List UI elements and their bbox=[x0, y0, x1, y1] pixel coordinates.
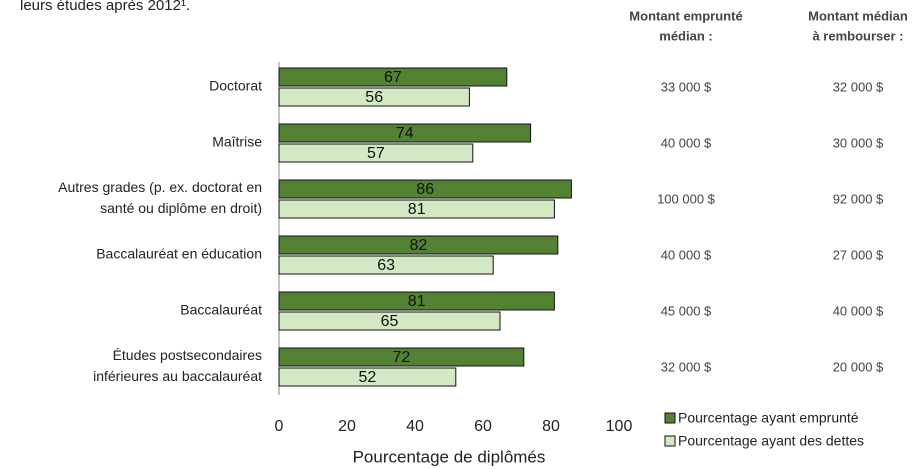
value-label: 63 bbox=[377, 257, 395, 274]
category-label: inférieures au baccalauréat bbox=[93, 368, 262, 384]
category-label: Maîtrise bbox=[212, 134, 262, 150]
category-label: Autres grades (p. ex. doctorat en bbox=[58, 179, 262, 195]
category-label: Études postsecondaires bbox=[113, 347, 262, 363]
x-axis-label: Pourcentage de diplômés bbox=[353, 447, 546, 466]
column-header: Montant emprunté bbox=[629, 8, 742, 23]
subtitle: leurs études après 2012¹. bbox=[20, 0, 190, 14]
legend-label: Pourcentage ayant des dettes bbox=[678, 433, 864, 449]
value-label: 82 bbox=[410, 237, 428, 254]
bar bbox=[278, 311, 501, 331]
value-label: 72 bbox=[393, 349, 411, 366]
table-cell: 32 000 $ bbox=[833, 79, 884, 94]
table-cell: 45 000 $ bbox=[661, 303, 712, 318]
bar bbox=[278, 255, 494, 275]
x-tick-label: 60 bbox=[474, 418, 492, 435]
bar bbox=[278, 67, 508, 87]
category-label: santé ou diplôme en droit) bbox=[100, 200, 262, 216]
value-label: 81 bbox=[408, 201, 426, 218]
table-cell: 27 000 $ bbox=[833, 247, 884, 262]
value-label: 86 bbox=[416, 181, 434, 198]
bar bbox=[278, 87, 470, 107]
bar bbox=[278, 347, 525, 367]
table-cell: 33 000 $ bbox=[661, 79, 712, 94]
bar bbox=[278, 143, 474, 163]
column-header: Montant médian bbox=[808, 8, 908, 23]
bar bbox=[278, 291, 555, 311]
value-label: 74 bbox=[396, 125, 414, 142]
x-tick-label: 100 bbox=[606, 418, 633, 435]
table-cell: 100 000 $ bbox=[657, 191, 716, 206]
value-label: 56 bbox=[365, 89, 383, 106]
column-header: à rembourser : bbox=[812, 28, 903, 43]
bar bbox=[278, 123, 532, 143]
table-cell: 40 000 $ bbox=[661, 247, 712, 262]
bar bbox=[278, 235, 559, 255]
value-label: 57 bbox=[367, 145, 385, 162]
bar bbox=[278, 367, 457, 387]
table-cell: 40 000 $ bbox=[833, 303, 884, 318]
x-tick-label: 40 bbox=[406, 418, 424, 435]
x-tick-label: 0 bbox=[275, 418, 284, 435]
bar bbox=[278, 179, 572, 199]
table-cell: 20 000 $ bbox=[833, 359, 884, 374]
x-tick-label: 80 bbox=[542, 418, 560, 435]
value-label: 81 bbox=[408, 293, 426, 310]
value-label: 67 bbox=[384, 69, 402, 86]
category-label: Baccalauréat bbox=[180, 302, 262, 318]
legend-swatch bbox=[664, 412, 676, 424]
table-cell: 40 000 $ bbox=[661, 135, 712, 150]
legend-swatch bbox=[664, 435, 676, 447]
x-tick-label: 20 bbox=[338, 418, 356, 435]
legend-label: Pourcentage ayant emprunté bbox=[678, 410, 859, 426]
category-label: Baccalauréat en éducation bbox=[96, 246, 262, 262]
value-label: 65 bbox=[381, 313, 399, 330]
column-header: médian : bbox=[659, 28, 712, 43]
value-label: 52 bbox=[359, 369, 377, 386]
category-label: Doctorat bbox=[209, 78, 262, 94]
table-cell: 32 000 $ bbox=[661, 359, 712, 374]
table-cell: 92 000 $ bbox=[833, 191, 884, 206]
table-cell: 30 000 $ bbox=[833, 135, 884, 150]
bar bbox=[278, 199, 555, 219]
